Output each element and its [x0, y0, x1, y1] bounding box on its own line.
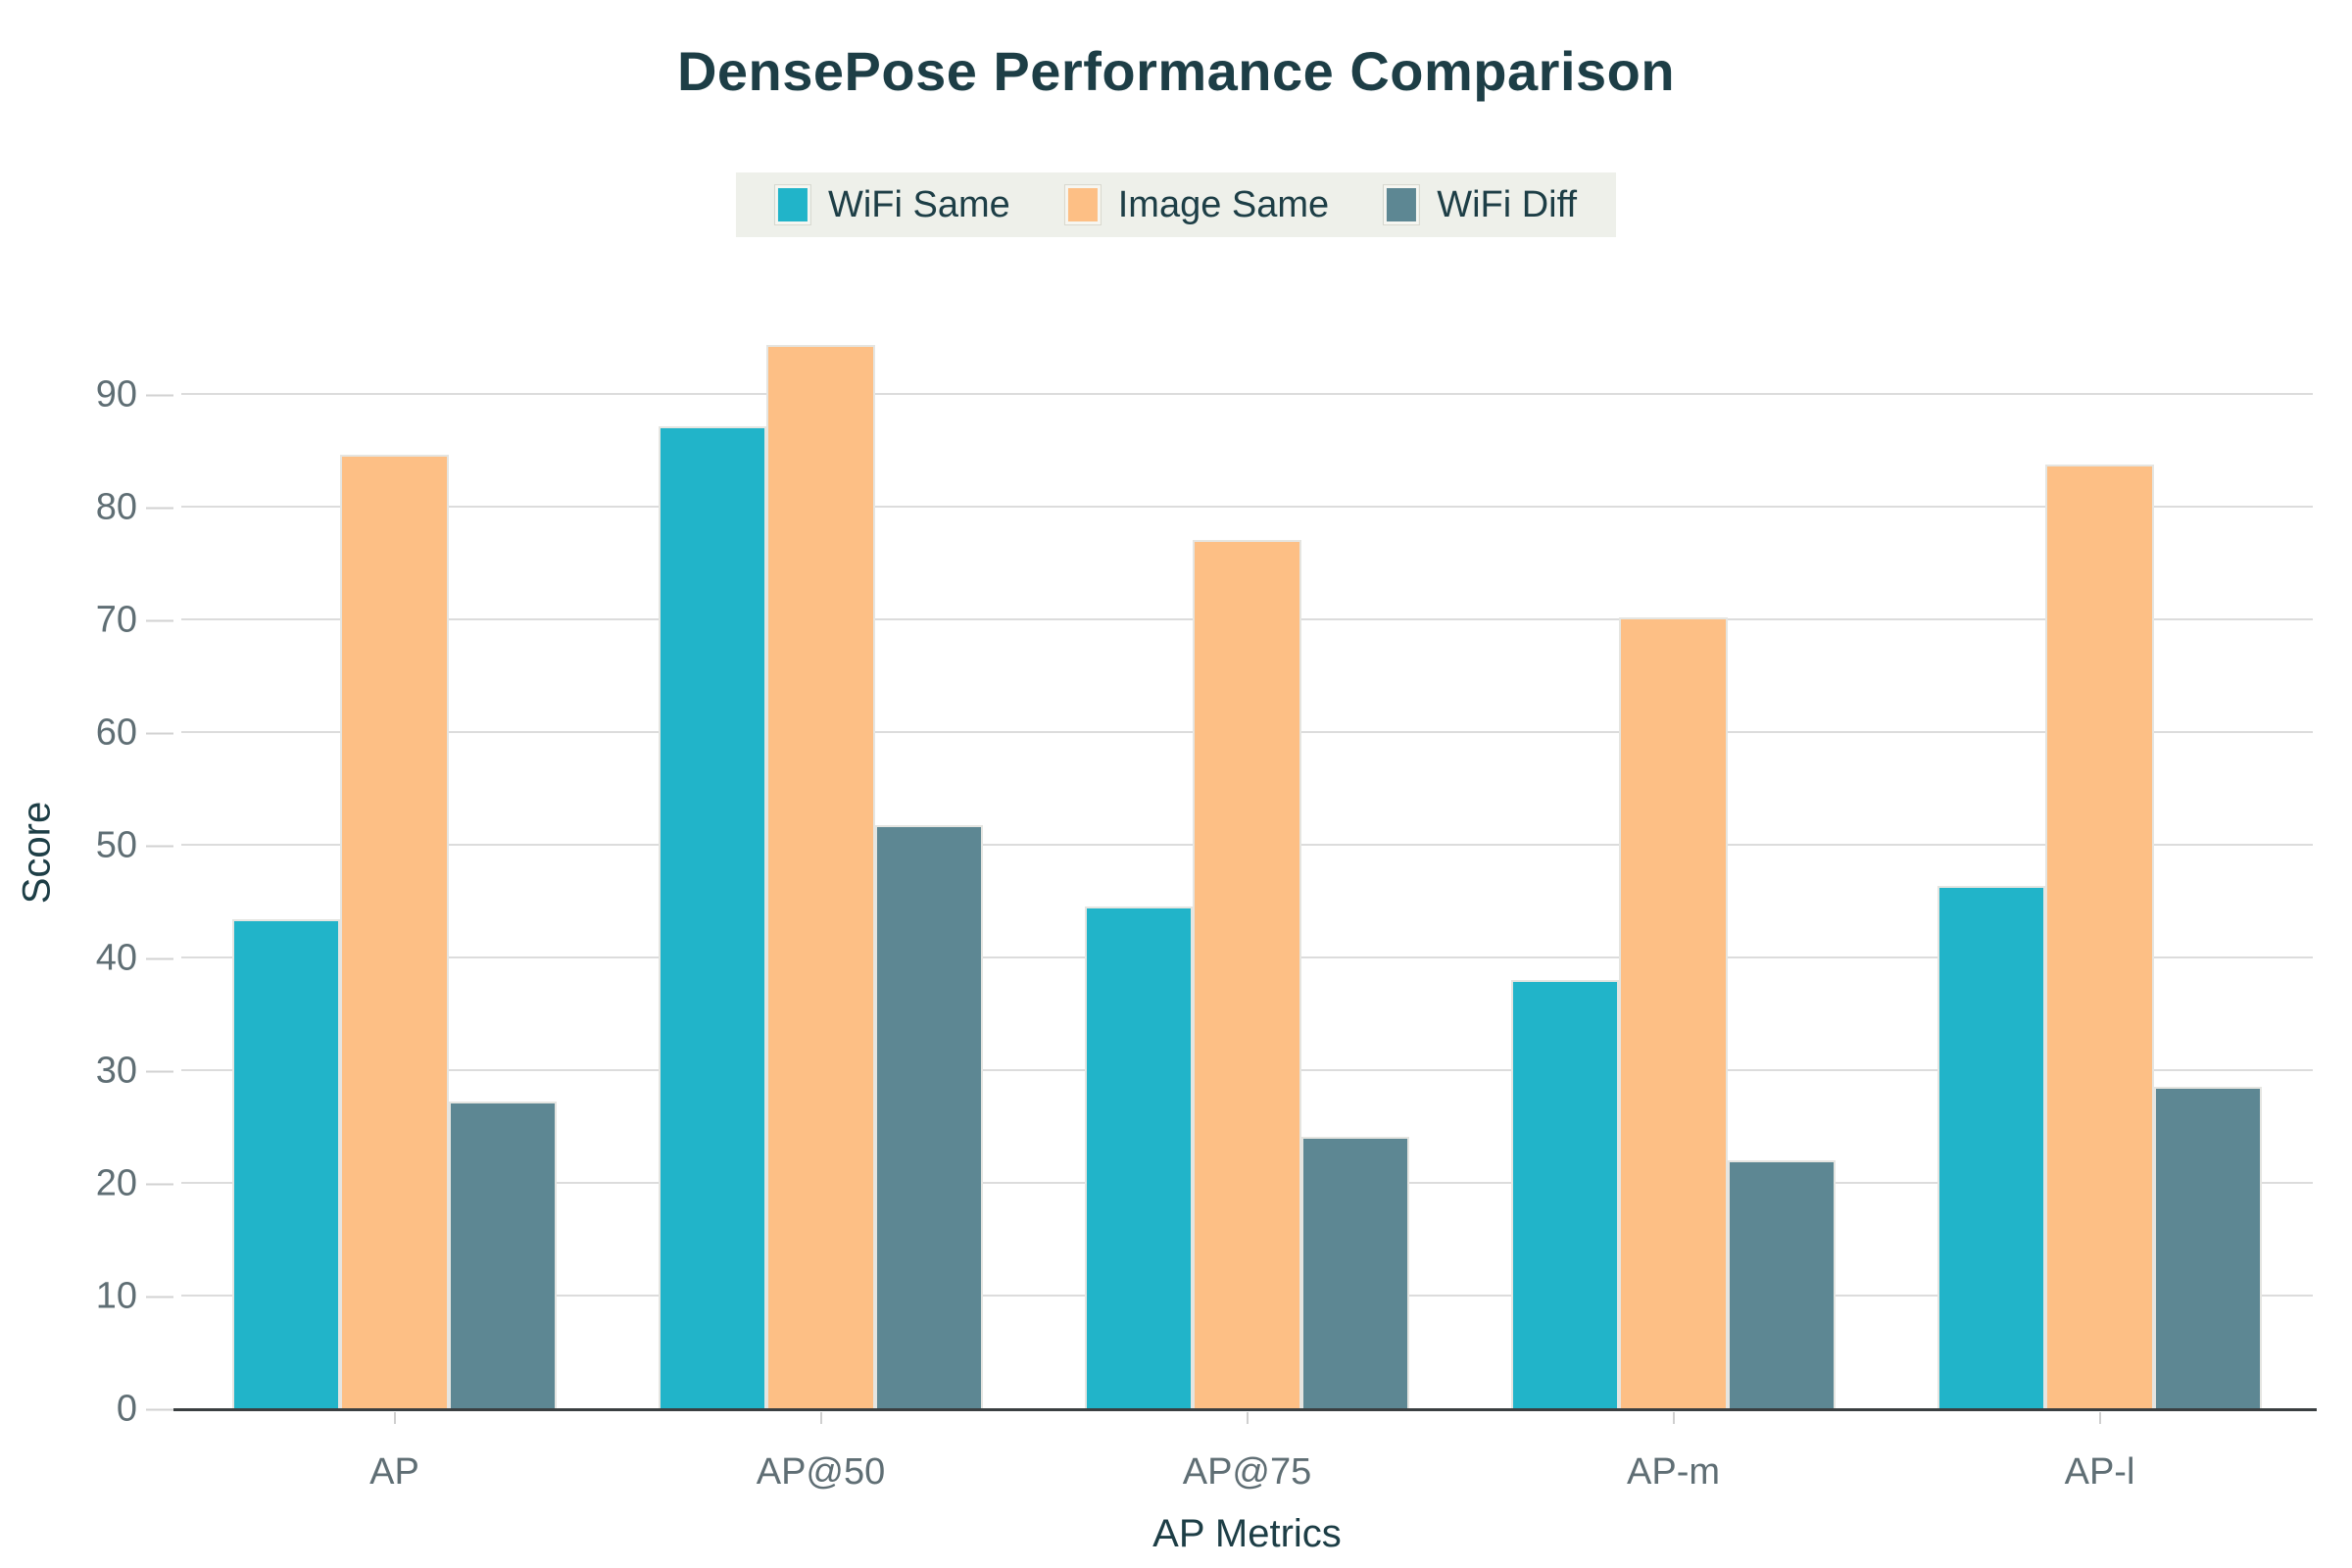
bar-wifi-same-ap-l	[1937, 886, 2046, 1409]
legend-swatch-image-same	[1064, 185, 1101, 224]
bar-wifi-same-ap-50	[659, 426, 767, 1409]
bar-image-same-ap-m	[1619, 616, 1728, 1409]
bar-wifi-diff-ap-50	[874, 825, 983, 1409]
y-tick: 20	[96, 1163, 173, 1205]
x-axis-ticks: AP AP@50 AP@75 AP-m AP-l	[181, 1412, 2313, 1494]
bar-image-same-ap-75	[1193, 540, 1301, 1409]
bars-ap-m	[1511, 327, 1836, 1409]
legend-item-wifi-diff[interactable]: WiFi Diff	[1384, 184, 1577, 226]
bars-ap	[232, 327, 557, 1409]
y-tick: 0	[117, 1389, 173, 1431]
y-tick: 50	[96, 825, 173, 867]
y-tick: 70	[96, 600, 173, 642]
legend-label: Image Same	[1117, 183, 1330, 225]
y-tick-label: 50	[95, 824, 137, 866]
y-tick-label: 40	[95, 937, 137, 979]
bar-wifi-same-ap-75	[1085, 906, 1194, 1409]
x-tick-mark	[393, 1412, 396, 1424]
chart-title: DensePose Performance Comparison	[676, 40, 1676, 102]
bar-image-same-ap	[340, 454, 449, 1409]
bars-ap-50	[659, 327, 983, 1409]
x-axis-line	[173, 1408, 2317, 1411]
y-tick-mark	[146, 1408, 173, 1410]
bar-wifi-diff-ap-m	[1727, 1159, 1836, 1409]
y-tick-label: 30	[95, 1050, 137, 1092]
y-tick-mark	[146, 732, 173, 734]
y-tick: 40	[96, 938, 173, 980]
y-tick: 10	[96, 1276, 173, 1318]
y-tick-label: 0	[116, 1388, 137, 1430]
bar-groups	[181, 327, 2313, 1409]
y-axis-title: Score	[15, 801, 59, 905]
x-tick-ap-75: AP@75	[1034, 1412, 1460, 1494]
bars-ap-75	[1085, 327, 1409, 1409]
x-tick-label: AP@50	[756, 1451, 886, 1493]
y-tick-mark	[146, 845, 173, 848]
x-axis-title: AP Metrics	[1152, 1512, 1342, 1555]
y-tick-label: 70	[95, 599, 137, 641]
y-tick-label: 80	[95, 486, 137, 528]
bar-wifi-diff-ap-75	[1300, 1136, 1409, 1409]
y-tick-label: 10	[95, 1275, 137, 1317]
y-tick-label: 90	[95, 373, 137, 416]
x-tick-label: AP	[369, 1451, 419, 1493]
x-tick-label: AP-m	[1627, 1451, 1720, 1493]
legend-label: WiFi Same	[827, 183, 1010, 225]
bars-ap-l	[1937, 327, 2262, 1409]
legend-swatch-wifi-same	[774, 185, 810, 224]
x-tick-ap-l: AP-l	[1886, 1412, 2313, 1494]
x-tick-mark	[1672, 1412, 1675, 1424]
bar-group-ap-75	[1034, 327, 1460, 1409]
y-tick: 30	[96, 1051, 173, 1093]
x-tick-ap-50: AP@50	[608, 1412, 1034, 1494]
gridline	[181, 506, 2313, 509]
y-tick: 90	[96, 374, 173, 416]
bar-group-ap-l	[1886, 327, 2313, 1409]
x-tick-ap: AP	[181, 1412, 608, 1494]
legend: WiFi Same Image Same WiFi Diff	[735, 172, 1617, 237]
y-tick: 60	[96, 712, 173, 755]
gridline	[181, 393, 2313, 395]
bar-wifi-diff-ap	[448, 1102, 557, 1409]
legend-item-image-same[interactable]: Image Same	[1064, 183, 1330, 226]
y-tick-mark	[146, 507, 173, 510]
y-tick: 80	[96, 487, 173, 529]
x-tick-mark	[2098, 1412, 2101, 1424]
bar-wifi-diff-ap-l	[2153, 1087, 2262, 1409]
y-tick-mark	[146, 957, 173, 959]
x-tick-label: AP-l	[2064, 1451, 2135, 1493]
bar-wifi-same-ap-m	[1511, 979, 1620, 1409]
y-tick-mark	[146, 1183, 173, 1186]
bar-wifi-same-ap	[232, 918, 341, 1409]
y-tick-mark	[146, 1296, 173, 1298]
x-tick-label: AP@75	[1182, 1451, 1312, 1493]
plot-area: 0 10 20 30 40 50 60 70 80 90	[96, 327, 2317, 1430]
y-tick-mark	[146, 619, 173, 621]
x-tick-mark	[1246, 1412, 1249, 1424]
x-tick-mark	[819, 1412, 822, 1424]
bar-image-same-ap-l	[2045, 465, 2154, 1409]
legend-label: WiFi Diff	[1437, 183, 1578, 225]
bar-image-same-ap-50	[766, 345, 875, 1409]
bar-group-ap-m	[1460, 327, 1886, 1409]
legend-item-wifi-same[interactable]: WiFi Same	[774, 183, 1010, 226]
y-tick-mark	[146, 1070, 173, 1072]
bar-group-ap	[181, 327, 608, 1409]
y-tick-mark	[146, 394, 173, 396]
legend-swatch-wifi-diff	[1384, 185, 1420, 224]
y-tick-label: 20	[95, 1162, 137, 1204]
y-tick-label: 60	[95, 711, 137, 754]
bar-group-ap-50	[608, 327, 1034, 1409]
x-tick-ap-m: AP-m	[1460, 1412, 1886, 1494]
